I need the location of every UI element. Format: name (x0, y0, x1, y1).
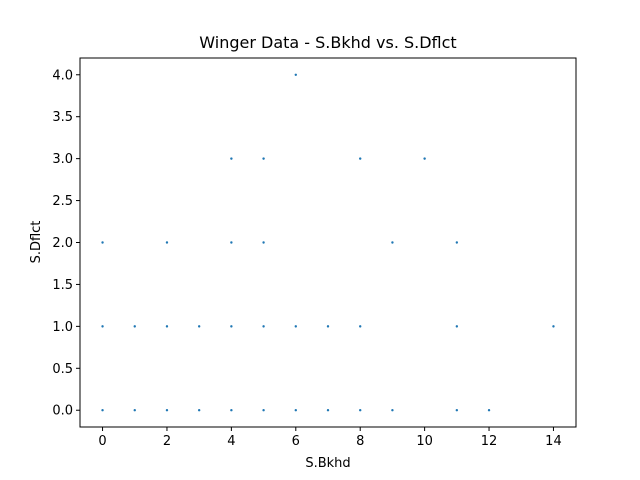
x-tick-label: 6 (292, 434, 300, 449)
data-points (101, 73, 555, 412)
data-point (262, 241, 265, 244)
x-tick-label: 0 (98, 434, 106, 449)
chart-title: Winger Data - S.Bkhd vs. S.Dflct (199, 33, 456, 52)
data-point (165, 241, 169, 244)
data-point (262, 409, 265, 412)
x-tick-label: 4 (227, 434, 235, 449)
y-axis-label: S.Dflct (29, 221, 44, 264)
data-point (294, 409, 297, 412)
data-point (230, 325, 233, 328)
data-point (262, 157, 265, 160)
y-tick-label: 4.0 (52, 68, 73, 83)
y-tick-label: 3.5 (52, 110, 73, 125)
data-point (326, 409, 330, 412)
y-tick-label: 1.5 (52, 278, 73, 293)
data-point (133, 325, 136, 328)
data-point (230, 157, 233, 160)
data-point (101, 241, 104, 244)
data-point (101, 409, 104, 412)
data-point (230, 241, 233, 244)
data-point (294, 73, 297, 76)
x-tick-label: 8 (356, 434, 364, 449)
data-point (423, 157, 426, 160)
data-point (359, 157, 362, 160)
data-point (197, 325, 201, 328)
x-tick-label: 14 (545, 434, 562, 449)
data-point (165, 325, 169, 328)
x-axis: 0 2 4 6 8 10 12 14 (98, 427, 562, 449)
x-tick-label: 2 (163, 434, 171, 449)
y-tick-label: 3.0 (52, 152, 73, 167)
data-point (230, 409, 233, 412)
data-point (455, 409, 459, 412)
data-point (391, 409, 394, 412)
data-point (133, 409, 136, 412)
data-point (391, 241, 394, 244)
y-tick-label: 0.5 (52, 362, 73, 377)
data-point (487, 409, 491, 412)
y-tick-label: 0.0 (52, 404, 73, 419)
data-point (101, 325, 104, 328)
data-point (455, 325, 459, 328)
data-point (359, 325, 362, 328)
y-axis: 0.0 0.5 1.0 1.5 2.0 2.5 3.0 3.5 4.0 (52, 68, 80, 419)
x-tick-label: 12 (481, 434, 498, 449)
data-point (359, 409, 362, 412)
y-tick-label: 1.0 (52, 320, 73, 335)
data-point (294, 325, 297, 328)
data-point (552, 325, 555, 328)
x-tick-label: 10 (416, 434, 433, 449)
data-point (197, 409, 201, 412)
data-point (326, 325, 330, 328)
data-point (165, 409, 169, 412)
y-tick-label: 2.0 (52, 236, 73, 251)
data-point (262, 325, 265, 328)
x-axis-label: S.Bkhd (305, 456, 350, 471)
data-point (455, 241, 459, 244)
y-tick-label: 2.5 (52, 194, 73, 209)
